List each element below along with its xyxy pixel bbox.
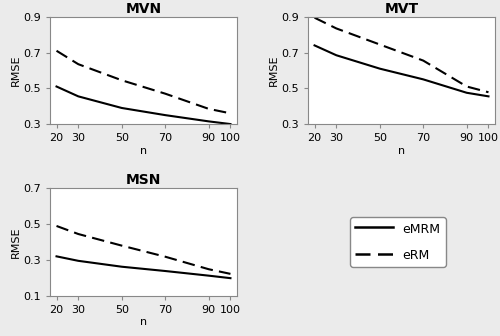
Y-axis label: RMSE: RMSE <box>10 55 20 86</box>
X-axis label: n: n <box>398 146 405 156</box>
Title: MSN: MSN <box>126 173 161 187</box>
Title: MVN: MVN <box>126 2 162 16</box>
Legend: eMRM, eRM: eMRM, eRM <box>350 217 446 267</box>
X-axis label: n: n <box>140 318 147 328</box>
Title: MVT: MVT <box>384 2 418 16</box>
Y-axis label: RMSE: RMSE <box>268 55 278 86</box>
Y-axis label: RMSE: RMSE <box>10 226 20 258</box>
X-axis label: n: n <box>140 146 147 156</box>
